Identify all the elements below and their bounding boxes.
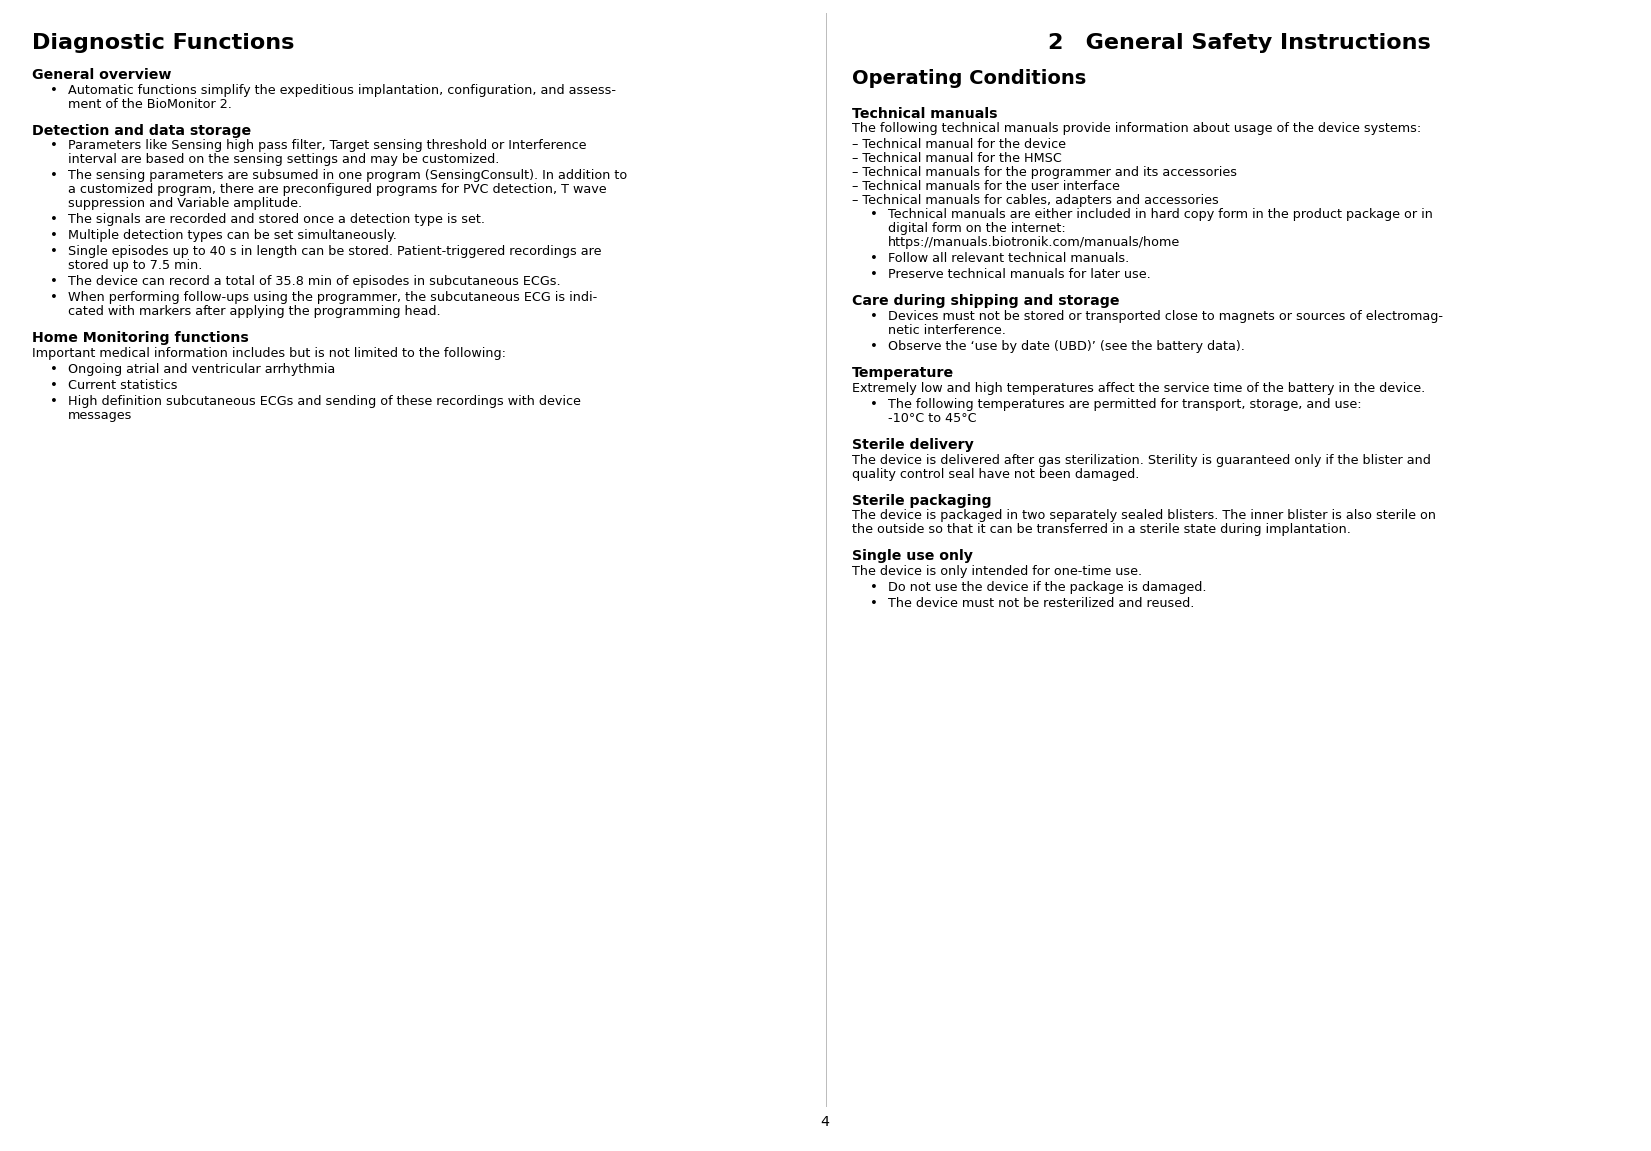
Text: a customized program, there are preconfigured programs for PVC detection, T wave: a customized program, there are preconfi… <box>68 183 606 197</box>
Text: •: • <box>870 208 878 221</box>
Text: Ongoing atrial and ventricular arrhythmia: Ongoing atrial and ventricular arrhythmi… <box>68 363 335 376</box>
Text: quality control seal have not been damaged.: quality control seal have not been damag… <box>852 467 1139 481</box>
Text: 4: 4 <box>821 1115 829 1129</box>
Text: •: • <box>50 395 58 409</box>
Text: Single episodes up to 40 s in length can be stored. Patient-triggered recordings: Single episodes up to 40 s in length can… <box>68 245 601 258</box>
Text: Important medical information includes but is not limited to the following:: Important medical information includes b… <box>31 348 505 360</box>
Text: -10°C to 45°C: -10°C to 45°C <box>888 412 977 425</box>
Text: When performing follow-ups using the programmer, the subcutaneous ECG is indi-: When performing follow-ups using the pro… <box>68 291 598 304</box>
Text: Sterile delivery: Sterile delivery <box>852 437 974 452</box>
Text: The device is only intended for one-time use.: The device is only intended for one-time… <box>852 565 1142 578</box>
Text: The following temperatures are permitted for transport, storage, and use:: The following temperatures are permitted… <box>888 398 1362 411</box>
Text: Devices must not be stored or transported close to magnets or sources of electro: Devices must not be stored or transporte… <box>888 310 1443 323</box>
Text: The device must not be resterilized and reused.: The device must not be resterilized and … <box>888 597 1194 610</box>
Text: Temperature: Temperature <box>852 366 954 380</box>
Text: •: • <box>870 341 878 353</box>
Text: •: • <box>50 213 58 227</box>
Text: •: • <box>50 229 58 243</box>
Text: •: • <box>870 252 878 266</box>
Text: The device is delivered after gas sterilization. Sterility is guaranteed only if: The device is delivered after gas steril… <box>852 453 1431 466</box>
Text: •: • <box>870 581 878 594</box>
Text: •: • <box>50 363 58 376</box>
Text: Follow all relevant technical manuals.: Follow all relevant technical manuals. <box>888 252 1129 266</box>
Text: – Technical manual for the HMSC: – Technical manual for the HMSC <box>852 152 1062 166</box>
Text: •: • <box>50 291 58 304</box>
Text: Single use only: Single use only <box>852 549 972 564</box>
Text: Multiple detection types can be set simultaneously.: Multiple detection types can be set simu… <box>68 229 396 243</box>
Text: – Technical manuals for cables, adapters and accessories: – Technical manuals for cables, adapters… <box>852 195 1218 207</box>
Text: High definition subcutaneous ECGs and sending of these recordings with device: High definition subcutaneous ECGs and se… <box>68 395 581 409</box>
Text: •: • <box>50 169 58 182</box>
Text: •: • <box>870 398 878 411</box>
Text: cated with markers after applying the programming head.: cated with markers after applying the pr… <box>68 305 441 319</box>
Text: digital form on the internet:: digital form on the internet: <box>888 222 1067 235</box>
Text: stored up to 7.5 min.: stored up to 7.5 min. <box>68 259 203 273</box>
Text: Care during shipping and storage: Care during shipping and storage <box>852 295 1119 308</box>
Text: The device can record a total of 35.8 min of episodes in subcutaneous ECGs.: The device can record a total of 35.8 mi… <box>68 275 561 289</box>
Text: Operating Conditions: Operating Conditions <box>852 69 1086 87</box>
Text: – Technical manuals for the user interface: – Technical manuals for the user interfa… <box>852 181 1119 193</box>
Text: •: • <box>50 139 58 152</box>
Text: interval are based on the sensing settings and may be customized.: interval are based on the sensing settin… <box>68 153 499 167</box>
Text: The sensing parameters are subsumed in one program (SensingConsult). In addition: The sensing parameters are subsumed in o… <box>68 169 627 182</box>
Text: Technical manuals: Technical manuals <box>852 107 997 121</box>
Text: •: • <box>50 245 58 258</box>
Text: •: • <box>50 275 58 289</box>
Text: 2 General Safety Instructions: 2 General Safety Instructions <box>1048 33 1431 53</box>
Text: Detection and data storage: Detection and data storage <box>31 123 251 138</box>
Text: ment of the BioMonitor 2.: ment of the BioMonitor 2. <box>68 98 231 110</box>
Text: Home Monitoring functions: Home Monitoring functions <box>31 331 249 345</box>
Text: The following technical manuals provide information about usage of the device sy: The following technical manuals provide … <box>852 122 1422 136</box>
Text: Current statistics: Current statistics <box>68 379 178 392</box>
Text: messages: messages <box>68 409 132 422</box>
Text: Diagnostic Functions: Diagnostic Functions <box>31 33 294 53</box>
Text: •: • <box>870 597 878 610</box>
Text: the outside so that it can be transferred in a sterile state during implantation: the outside so that it can be transferre… <box>852 524 1351 536</box>
Text: Automatic functions simplify the expeditious implantation, configuration, and as: Automatic functions simplify the expedit… <box>68 84 616 97</box>
Text: Technical manuals are either included in hard copy form in the product package o: Technical manuals are either included in… <box>888 208 1433 221</box>
Text: •: • <box>50 379 58 392</box>
Text: – Technical manuals for the programmer and its accessories: – Technical manuals for the programmer a… <box>852 167 1237 180</box>
Text: Do not use the device if the package is damaged.: Do not use the device if the package is … <box>888 581 1207 594</box>
Text: suppression and Variable amplitude.: suppression and Variable amplitude. <box>68 197 302 211</box>
Text: – Technical manual for the device: – Technical manual for the device <box>852 138 1067 152</box>
Text: Parameters like Sensing high pass filter, Target sensing threshold or Interferen: Parameters like Sensing high pass filter… <box>68 139 586 152</box>
Text: •: • <box>870 310 878 323</box>
Text: netic interference.: netic interference. <box>888 325 1005 337</box>
Text: General overview: General overview <box>31 68 172 82</box>
Text: Extremely low and high temperatures affect the service time of the battery in th: Extremely low and high temperatures affe… <box>852 382 1425 395</box>
Text: Observe the ‘use by date (UBD)’ (see the battery data).: Observe the ‘use by date (UBD)’ (see the… <box>888 341 1245 353</box>
Text: Sterile packaging: Sterile packaging <box>852 494 992 508</box>
Text: •: • <box>870 268 878 281</box>
Text: The signals are recorded and stored once a detection type is set.: The signals are recorded and stored once… <box>68 213 485 227</box>
Text: https://manuals.biotronik.com/manuals/home: https://manuals.biotronik.com/manuals/ho… <box>888 236 1180 250</box>
Text: The device is packaged in two separately sealed blisters. The inner blister is a: The device is packaged in two separately… <box>852 510 1436 523</box>
Text: •: • <box>50 84 58 97</box>
Text: Preserve technical manuals for later use.: Preserve technical manuals for later use… <box>888 268 1151 281</box>
